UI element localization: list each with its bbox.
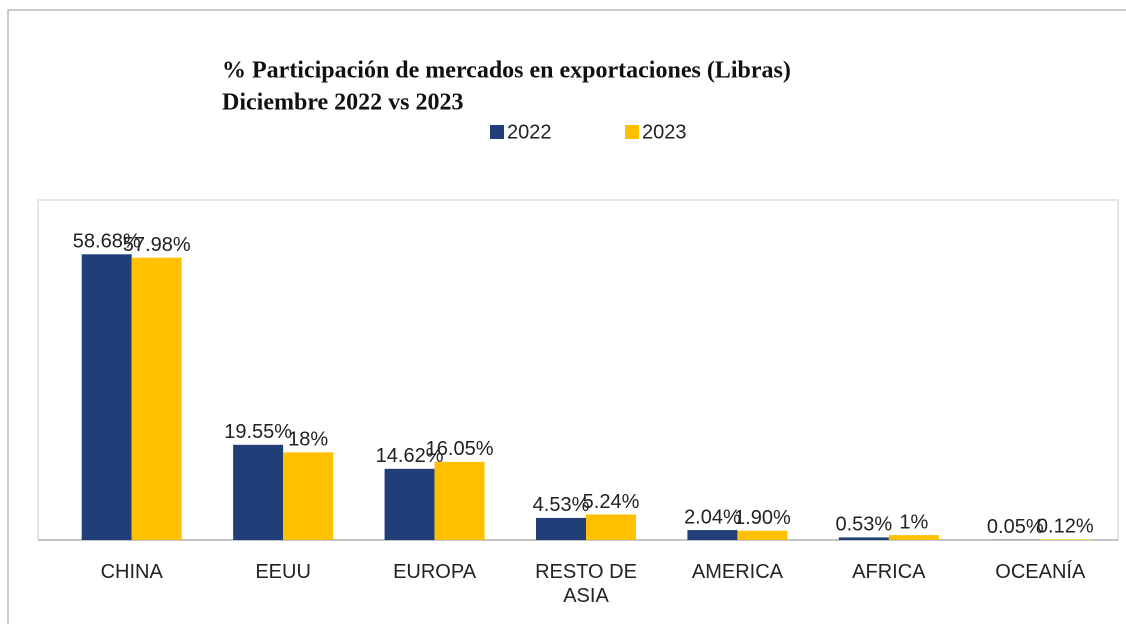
- legend-swatch: [625, 125, 639, 139]
- chart-border: [7, 9, 1126, 624]
- value-label: 1%: [899, 511, 928, 533]
- value-label: 1.90%: [734, 507, 791, 529]
- value-label: 0.05%: [987, 516, 1044, 538]
- value-label: 2.04%: [684, 506, 741, 528]
- value-label: 0.12%: [1037, 516, 1094, 538]
- chart-title: % Participación de mercados en exportaci…: [222, 58, 791, 84]
- value-label: 19.55%: [224, 421, 292, 443]
- x-tick-label: AFRICA: [852, 561, 926, 583]
- value-label: 58.68%: [73, 231, 141, 253]
- bar: [687, 530, 738, 540]
- bar: [81, 254, 132, 541]
- x-tick-label: CHINA: [100, 561, 163, 583]
- bar: [536, 517, 586, 540]
- value-label: 5.24%: [583, 491, 640, 513]
- bar: [888, 535, 939, 540]
- bar: [838, 537, 889, 540]
- bar: [737, 530, 788, 540]
- plot-border: [37, 199, 1119, 541]
- bar: [283, 452, 334, 540]
- chart-subtitle: Diciembre 2022 vs 2023: [222, 90, 464, 116]
- value-label: 18%: [288, 429, 328, 451]
- x-tick-label: EEUU: [255, 561, 311, 583]
- bar: [586, 514, 636, 540]
- value-label: 57.98%: [123, 234, 191, 256]
- bar: [131, 257, 182, 540]
- bar: [1040, 539, 1091, 540]
- value-label: 0.53%: [835, 514, 892, 536]
- value-label: 16.05%: [426, 438, 494, 460]
- legend-label: 2022: [507, 121, 552, 143]
- legend-swatch: [490, 125, 504, 139]
- bar: [384, 468, 435, 540]
- x-tick-label: RESTO DE ASIA: [535, 561, 637, 607]
- x-tick-label: OCEANÍA: [995, 561, 1086, 583]
- x-tick-label: AMERICA: [691, 561, 783, 583]
- x-tick-label: EUROPA: [393, 561, 477, 583]
- legend-label: 2023: [642, 121, 687, 143]
- value-label: 14.62%: [376, 445, 444, 467]
- bar: [434, 461, 485, 540]
- bar: [233, 444, 284, 540]
- value-label: 4.53%: [533, 494, 590, 516]
